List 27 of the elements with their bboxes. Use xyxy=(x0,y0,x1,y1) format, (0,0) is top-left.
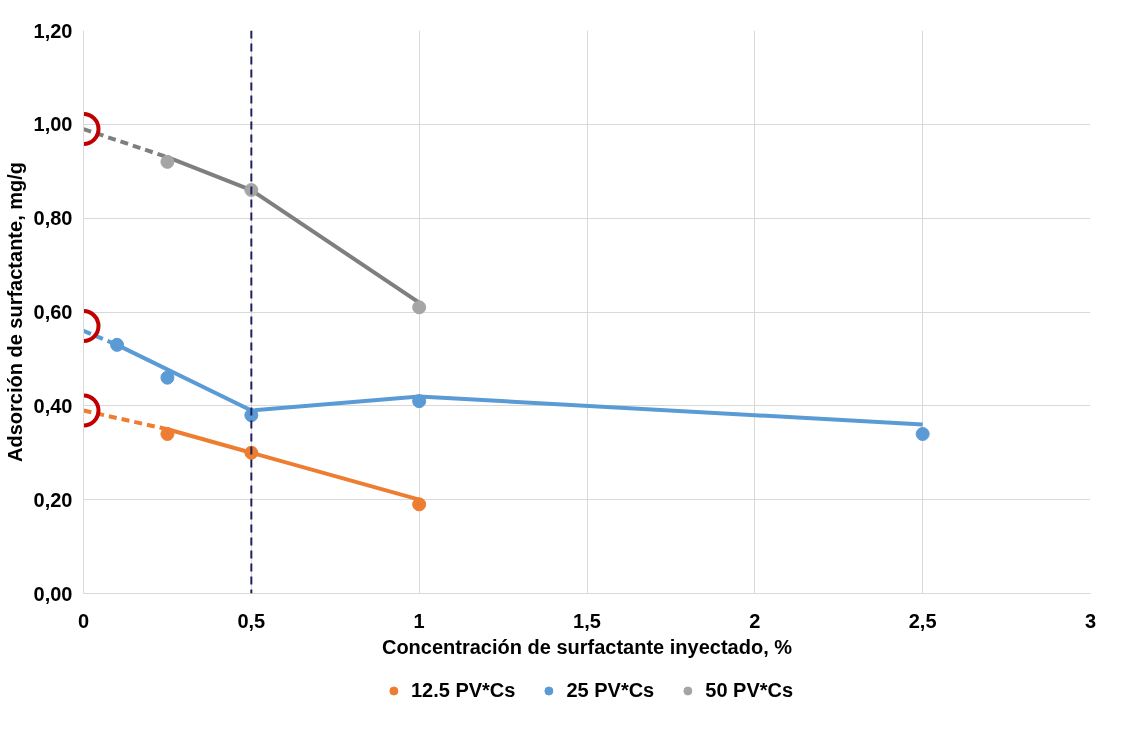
x-tick-label: 2,5 xyxy=(908,609,937,632)
y-tick-label: 0,80 xyxy=(33,207,73,230)
y-tick-label: 0,60 xyxy=(33,301,73,323)
point xyxy=(412,497,427,512)
y-tick-label: 0,20 xyxy=(33,488,73,511)
point xyxy=(412,300,427,315)
x-tick-label: 0,5 xyxy=(237,609,266,632)
x-axis-title: Concentración de surfactante inyectado, % xyxy=(381,635,793,658)
y-axis-title: Adsorción de surfactante, mg/g xyxy=(3,161,26,463)
y-tick-label: 1,00 xyxy=(33,113,73,136)
point xyxy=(160,427,175,441)
x-tick-label: 1,5 xyxy=(573,609,601,632)
x-tick-label: 0 xyxy=(77,609,90,632)
legend-label: 50 PV*Cs xyxy=(705,678,794,702)
legend-label: 25 PV*Cs xyxy=(566,678,655,702)
point xyxy=(915,427,930,441)
point xyxy=(412,394,427,409)
legend-label: 12.5 PV*Cs xyxy=(410,678,516,702)
y-tick-label: 1,20 xyxy=(33,19,73,42)
x-tick-label: 1 xyxy=(413,609,425,632)
point xyxy=(160,154,175,169)
point xyxy=(160,370,175,385)
y-tick-label: 0,00 xyxy=(33,582,73,605)
x-tick-label: 3 xyxy=(1084,609,1097,632)
x-tick-label: 2 xyxy=(749,609,761,632)
y-tick-label: 0,40 xyxy=(33,394,73,417)
point xyxy=(110,337,125,352)
